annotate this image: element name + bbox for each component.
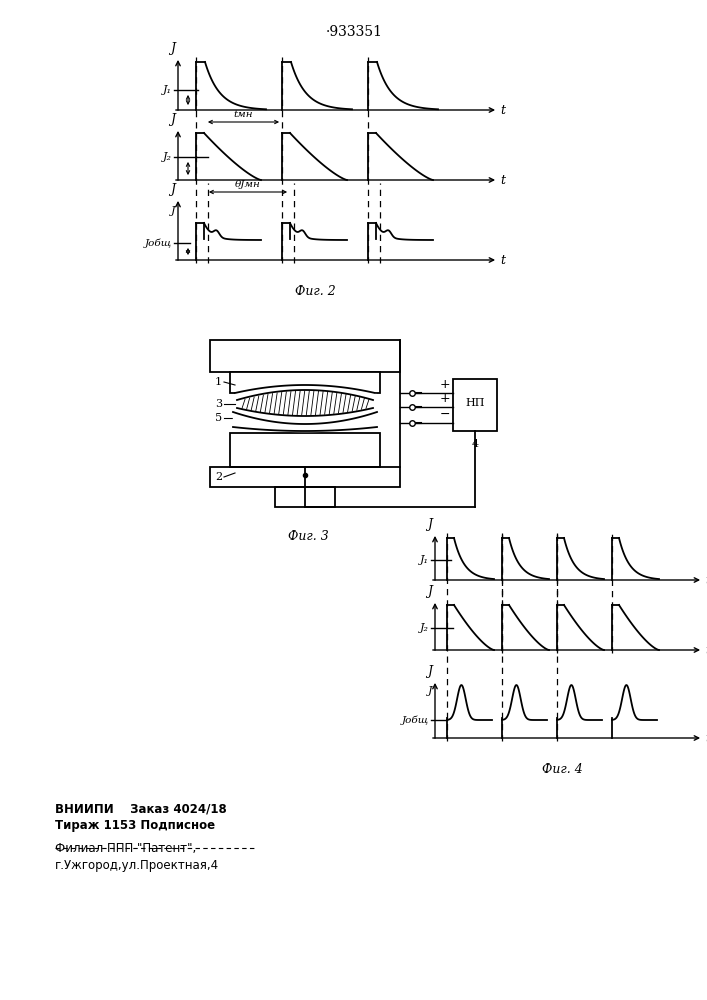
Text: J: J bbox=[427, 665, 432, 678]
Bar bbox=[210, 340, 400, 372]
Text: Jобщ: Jобщ bbox=[402, 715, 429, 725]
Text: J: J bbox=[427, 518, 432, 531]
Text: Фиг. 2: Фиг. 2 bbox=[295, 285, 335, 298]
Text: г.Ужгород,ул.Проектная,4: г.Ужгород,ул.Проектная,4 bbox=[55, 859, 219, 872]
Text: t: t bbox=[705, 644, 707, 656]
Text: J₂: J₂ bbox=[163, 152, 172, 162]
Text: θJмн: θJмн bbox=[235, 180, 261, 189]
Text: t: t bbox=[705, 732, 707, 744]
Text: ВНИИПИ    Заказ 4024/18: ВНИИПИ Заказ 4024/18 bbox=[55, 802, 227, 815]
Bar bbox=[453, 379, 497, 431]
Text: J: J bbox=[170, 42, 175, 55]
Text: 2: 2 bbox=[215, 472, 222, 482]
Bar bbox=[275, 487, 335, 507]
Text: tмн: tмн bbox=[234, 110, 253, 119]
Bar bbox=[230, 372, 380, 393]
Text: t: t bbox=[500, 174, 505, 186]
Text: Jобщ: Jобщ bbox=[145, 238, 172, 248]
Text: J₂: J₂ bbox=[420, 623, 429, 633]
Text: +: + bbox=[439, 392, 450, 405]
Text: J₁: J₁ bbox=[420, 555, 429, 565]
Text: Тираж 1153 Подписное: Тираж 1153 Подписное bbox=[55, 819, 215, 832]
Text: t: t bbox=[500, 253, 505, 266]
Text: 5: 5 bbox=[215, 413, 222, 423]
Text: 1: 1 bbox=[215, 377, 222, 387]
Text: t: t bbox=[705, 574, 707, 586]
Text: Фиг. 4: Фиг. 4 bbox=[542, 763, 583, 776]
Text: J: J bbox=[170, 183, 175, 196]
Text: НП: НП bbox=[465, 398, 485, 408]
Bar bbox=[230, 433, 380, 467]
Text: J: J bbox=[428, 686, 432, 696]
Text: 4: 4 bbox=[472, 439, 479, 449]
Text: Фиг. 3: Фиг. 3 bbox=[288, 530, 328, 543]
Text: J: J bbox=[427, 585, 432, 598]
Text: J: J bbox=[170, 113, 175, 126]
Text: 3: 3 bbox=[215, 399, 222, 409]
Text: J₁: J₁ bbox=[163, 85, 172, 95]
Text: +: + bbox=[439, 378, 450, 391]
Text: J: J bbox=[170, 206, 175, 216]
Text: −: − bbox=[440, 408, 450, 421]
Text: Филиал ППП "Патент",: Филиал ППП "Патент", bbox=[55, 842, 197, 855]
Bar bbox=[210, 467, 400, 487]
Text: t: t bbox=[500, 104, 505, 116]
Text: ·933351: ·933351 bbox=[325, 25, 382, 39]
